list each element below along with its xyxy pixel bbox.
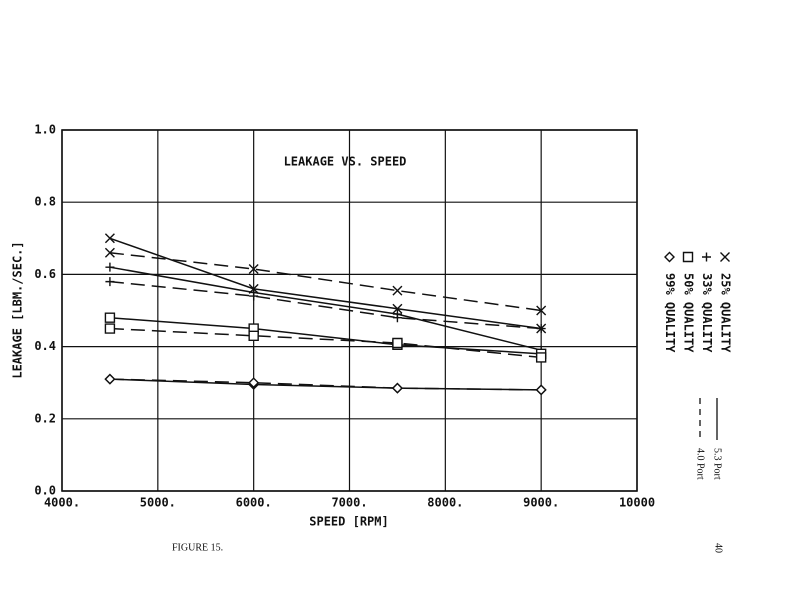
data-marker <box>392 337 403 349</box>
data-marker <box>249 291 259 301</box>
x-tick-label: 8000. <box>427 496 463 510</box>
x-tick-label: 9000. <box>523 496 559 510</box>
y-tick-label: 0.8 <box>34 195 56 209</box>
legend-marker <box>720 252 730 262</box>
series-line <box>109 316 542 355</box>
x-axis-label: SPEED [RPM] <box>309 515 388 529</box>
x-tick-label: 5000. <box>140 496 176 510</box>
page-number: 40 <box>713 543 724 553</box>
series-line <box>109 378 542 391</box>
data-marker <box>105 262 115 272</box>
legend-label: 4.0 Port <box>695 448 706 480</box>
data-marker <box>391 382 403 394</box>
x-tick-label: 7000. <box>331 496 367 510</box>
data-marker <box>392 313 402 323</box>
y-tick-label: 0.4 <box>34 339 56 353</box>
y-axis-label: LEAKAGE [LBM./SEC.] <box>11 241 25 378</box>
data-marker <box>248 330 259 341</box>
legend-marker <box>702 252 711 262</box>
y-tick-label: 1.0 <box>34 123 56 137</box>
data-marker <box>104 233 115 244</box>
legend-marker <box>664 251 675 263</box>
data-marker <box>392 303 403 314</box>
series-line <box>109 266 542 351</box>
series-line <box>109 327 542 359</box>
x-tick-label: 10000 <box>619 496 655 510</box>
figure-caption: FIGURE 15. <box>172 542 223 553</box>
y-tick-label: 0.0 <box>34 484 56 498</box>
data-marker <box>248 263 259 274</box>
legend-label: 99% QUALITY <box>663 273 677 353</box>
y-tick-label: 0.6 <box>34 267 56 281</box>
data-marker <box>104 323 116 334</box>
legend-label: 50% QUALITY <box>682 273 696 353</box>
data-marker <box>105 277 115 287</box>
data-marker <box>535 352 547 363</box>
data-marker <box>536 324 546 334</box>
data-marker <box>536 305 547 316</box>
series-line <box>109 280 542 330</box>
data-marker <box>104 312 116 323</box>
legend-label: 33% QUALITY <box>700 273 714 353</box>
legend-marker <box>682 251 694 263</box>
data-marker <box>104 247 115 258</box>
chart-title: LEAKAGE VS. SPEED <box>284 155 407 169</box>
x-tick-label: 6000. <box>236 496 272 510</box>
data-marker <box>535 384 547 396</box>
legend-label: 25% QUALITY <box>719 273 733 353</box>
x-tick-label: 4000. <box>44 496 80 510</box>
legend-label: 5.3 Port <box>712 448 723 480</box>
data-marker <box>248 377 260 389</box>
data-marker <box>104 373 116 385</box>
series-line <box>109 251 542 312</box>
data-marker <box>392 285 403 296</box>
series-line <box>109 237 542 330</box>
y-tick-label: 0.2 <box>34 411 56 425</box>
